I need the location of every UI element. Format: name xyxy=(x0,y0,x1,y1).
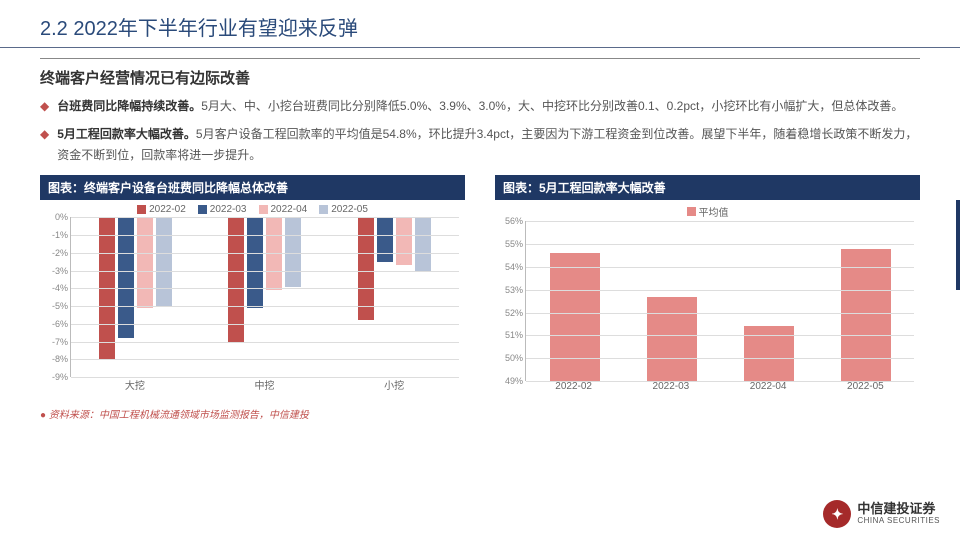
bar-groups xyxy=(526,221,914,381)
chart-right: 图表：5月工程回款率大幅改善 平均值 56%55%54%53%52%51%50%… xyxy=(495,175,920,400)
chart-left: 图表：终端客户设备台班费同比降幅总体改善 2022-022022-032022-… xyxy=(40,175,465,400)
legend-item: 平均值 xyxy=(687,204,729,219)
bar-group xyxy=(526,221,623,381)
bar-groups xyxy=(71,217,459,377)
bar xyxy=(247,217,263,308)
bar xyxy=(415,217,431,270)
bar-group xyxy=(623,221,720,381)
chart-area: 平均值 56%55%54%53%52%51%50%49% 2022-022022… xyxy=(495,200,920,400)
bullet-text: 5月工程回款率大幅改善。5月客户设备工程回款率的平均值是54.8%，环比提升3.… xyxy=(57,124,920,165)
logo-en: CHINA SECURITIES xyxy=(857,517,940,526)
chart-plot: 0%-1%-2%-3%-4%-5%-6%-7%-8%-9% xyxy=(70,217,459,377)
chart-legend: 2022-02 2022-03 2022-04 2022-05 xyxy=(42,204,463,215)
source-text: ● 资料来源：中国工程机械流通领域市场监测报告，中信建投 xyxy=(0,400,960,427)
bar xyxy=(841,249,891,382)
bar xyxy=(396,217,412,265)
bar xyxy=(550,253,600,381)
bar-group xyxy=(71,217,200,377)
charts-row: 图表：终端客户设备台班费同比降幅总体改善 2022-022022-032022-… xyxy=(40,175,920,400)
bullet-text: 台班费同比降幅持续改善。5月大、中、小挖台班费同比分别降低5.0%、3.9%、3… xyxy=(57,96,920,116)
subtitle: 终端客户经营情况已有边际改善 xyxy=(40,58,920,88)
bullet-marker-icon: ◆ xyxy=(40,96,49,116)
content-area: 终端客户经营情况已有边际改善 ◆ 台班费同比降幅持续改善。5月大、中、小挖台班费… xyxy=(0,48,960,400)
section-title: 2.2 2022年下半年行业有望迎来反弹 xyxy=(40,12,920,41)
chart-legend: 平均值 xyxy=(497,204,918,219)
chart-title: 图表：5月工程回款率大幅改善 xyxy=(495,175,920,200)
bar xyxy=(647,297,697,382)
side-tab xyxy=(956,200,960,290)
header: 2.2 2022年下半年行业有望迎来反弹 xyxy=(0,0,960,48)
legend-item: 2022-05 xyxy=(319,204,368,215)
legend-item: 2022-03 xyxy=(198,204,247,215)
bar-group xyxy=(817,221,914,381)
legend-item: 2022-02 xyxy=(137,204,186,215)
logo-icon: ✦ xyxy=(823,500,851,528)
bullet-item: ◆ 台班费同比降幅持续改善。5月大、中、小挖台班费同比分别降低5.0%、3.9%… xyxy=(40,96,920,116)
logo-cn: 中信建投证券 xyxy=(857,502,940,516)
footer-logo: ✦ 中信建投证券 CHINA SECURITIES xyxy=(823,500,940,528)
x-labels: 大挖中挖小挖 xyxy=(70,377,459,392)
bar-group xyxy=(200,217,329,377)
bar xyxy=(137,217,153,308)
legend-item: 2022-04 xyxy=(259,204,308,215)
chart-title: 图表：终端客户设备台班费同比降幅总体改善 xyxy=(40,175,465,200)
bullet-marker-icon: ◆ xyxy=(40,124,49,165)
bar-group xyxy=(330,217,459,377)
bar xyxy=(358,217,374,320)
chart-plot: 56%55%54%53%52%51%50%49% xyxy=(525,221,914,381)
x-labels: 2022-022022-032022-042022-05 xyxy=(525,381,914,392)
logo-text: 中信建投证券 CHINA SECURITIES xyxy=(857,502,940,525)
bar xyxy=(156,217,172,306)
bullet-item: ◆ 5月工程回款率大幅改善。5月客户设备工程回款率的平均值是54.8%，环比提升… xyxy=(40,124,920,165)
bar-group xyxy=(720,221,817,381)
chart-area: 2022-02 2022-03 2022-04 2022-05 0%-1%-2%-3%… xyxy=(40,200,465,400)
bar xyxy=(377,217,393,261)
